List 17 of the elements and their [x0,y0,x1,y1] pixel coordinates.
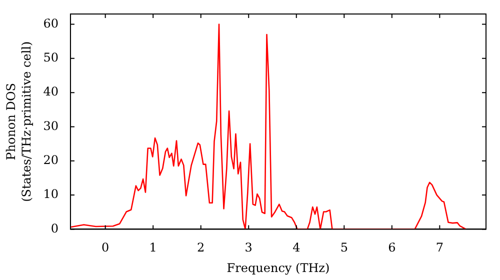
x-axis-title: Frequency (THz) [226,260,330,275]
y-tick-label: 20 [43,153,58,168]
x-tick-label: 2 [197,240,205,255]
y-tick-label: 60 [43,16,58,30]
y-tick-label: 30 [43,118,58,133]
x-tick-label: 5 [340,240,348,255]
x-tick-label: 4 [292,240,301,255]
y-tick-label: 0 [50,221,58,236]
y-tick-label: 10 [43,187,58,202]
y-axis-title: Phonon DOS (States/THz·primitive cell) [4,41,34,202]
x-tick-label: 1 [149,240,157,255]
y-tick-label: 40 [43,84,58,99]
x-tick-label: 6 [388,240,396,255]
y-tick-label: 50 [43,50,58,65]
x-tick-label: 7 [436,240,444,255]
x-tick-label: 3 [244,240,252,255]
x-tick-label: 0 [102,240,110,255]
